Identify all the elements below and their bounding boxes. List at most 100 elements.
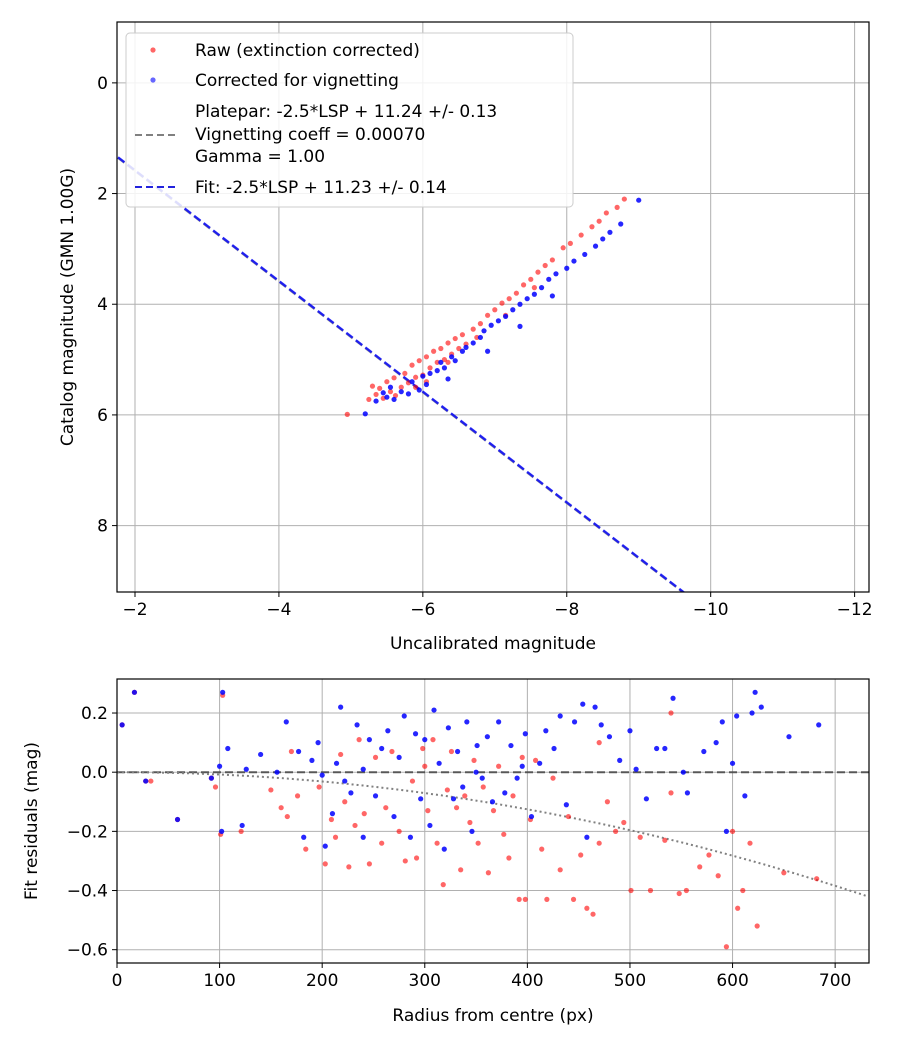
bottom-corrected-point xyxy=(219,828,225,834)
bottom-corrected-point xyxy=(519,763,525,769)
legend-corrected-marker xyxy=(150,77,156,83)
bottom-raw-point xyxy=(662,837,668,843)
top-corrected-point xyxy=(592,243,599,249)
bottom-raw-point xyxy=(590,911,596,917)
bottom-raw-point xyxy=(322,861,328,867)
bottom-raw-point xyxy=(715,873,721,879)
bottom-corrected-point xyxy=(786,734,792,740)
bottom-y-axis-label: Fit residuals (mag) xyxy=(22,742,42,900)
bottom-corrected-point xyxy=(713,740,719,746)
top-corrected-point xyxy=(488,322,494,328)
bottom-corrected-point xyxy=(119,722,125,728)
bottom-corrected-point xyxy=(445,725,451,731)
bottom-corrected-point xyxy=(662,745,668,752)
bottom-raw-point xyxy=(550,775,556,781)
legend-platepar-line3: Gamma = 1.00 xyxy=(195,147,325,167)
bottom-corrected-point xyxy=(563,802,569,808)
top-corrected-point xyxy=(398,389,404,395)
top-corrected-point xyxy=(481,328,487,334)
bottom-corrected-point xyxy=(391,813,397,820)
top-x-tick-label: −4 xyxy=(266,600,291,620)
bottom-corrected-point xyxy=(752,689,758,695)
bottom-corrected-point xyxy=(301,834,307,840)
top-raw-point xyxy=(398,384,404,390)
bottom-x-tick-label: 400 xyxy=(511,971,543,991)
bottom-corrected-point xyxy=(372,793,379,799)
bottom-raw-point xyxy=(522,896,528,902)
bottom-raw-point xyxy=(814,876,820,882)
top-corrected-point xyxy=(459,348,466,354)
bottom-raw-point xyxy=(480,784,486,790)
bottom-corrected-point xyxy=(455,748,461,755)
bottom-corrected-point xyxy=(338,704,344,710)
bottom-raw-point xyxy=(409,778,416,784)
bottom-y-tick-label: −0.2 xyxy=(67,822,108,842)
bottom-corrected-point xyxy=(734,713,740,719)
bottom-raw-point xyxy=(288,748,295,755)
bottom-raw-point xyxy=(668,790,674,796)
top-x-tick-label: −8 xyxy=(554,600,579,620)
top-y-tick-label: 2 xyxy=(97,185,108,205)
top-raw-point xyxy=(413,384,419,390)
bottom-corrected-point xyxy=(680,769,686,775)
bottom-corrected-point xyxy=(283,719,289,725)
bottom-raw-point xyxy=(372,754,379,760)
bottom-corrected-point xyxy=(522,731,528,737)
bottom-corrected-point xyxy=(508,742,514,749)
bottom-raw-point xyxy=(781,870,787,876)
top-corrected-point xyxy=(420,373,426,379)
top-raw-point xyxy=(506,296,512,302)
bottom-corrected-point xyxy=(225,745,231,752)
top-y-tick-label: 4 xyxy=(97,295,108,315)
bottom-raw-point xyxy=(430,737,436,743)
top-corrected-point xyxy=(553,271,559,277)
bottom-corrected-point xyxy=(469,828,475,834)
top-corrected-point xyxy=(495,318,501,324)
bottom-corrected-point xyxy=(322,843,328,849)
bottom-raw-point xyxy=(366,861,372,867)
bottom-raw-point xyxy=(328,816,335,823)
top-corrected-point xyxy=(373,398,379,404)
bottom-raw-point xyxy=(361,811,367,817)
bottom-axes-frame xyxy=(116,678,870,964)
top-raw-point xyxy=(603,210,609,216)
bottom-corrected-point xyxy=(557,713,563,719)
top-corrected-point xyxy=(384,394,390,400)
bottom-raw-point xyxy=(506,855,512,861)
bottom-raw-point xyxy=(647,887,654,894)
top-corrected-point xyxy=(470,340,476,346)
bottom-corrected-point xyxy=(360,766,366,772)
bottom-raw-point xyxy=(754,923,760,929)
bottom-raw-point xyxy=(697,864,703,870)
bottom-corrected-point xyxy=(537,760,543,766)
bottom-corrected-point xyxy=(496,719,502,725)
top-corrected-point xyxy=(618,221,624,227)
bottom-raw-point xyxy=(238,828,244,834)
bottom-raw-point xyxy=(485,870,491,876)
bottom-raw-point xyxy=(490,808,497,814)
bottom-raw-point xyxy=(356,737,362,743)
bottom-corrected-point xyxy=(460,784,466,790)
bottom-corrected-point xyxy=(309,757,315,763)
bottom-corrected-point xyxy=(401,713,407,719)
top-corrected-point xyxy=(636,197,642,203)
top-x-tick-label: −2 xyxy=(122,600,147,620)
top-corrected-point xyxy=(445,376,451,382)
bottom-x-tick-label: 0 xyxy=(112,971,123,991)
top-corrected-point xyxy=(463,344,469,350)
bottom-corrected-point xyxy=(354,722,360,728)
legend: Raw (extinction corrected) Corrected for… xyxy=(125,32,574,208)
bottom-raw-point xyxy=(628,887,634,894)
top-corrected-point xyxy=(485,348,491,354)
bottom-raw-point xyxy=(516,896,522,902)
top-corrected-point xyxy=(387,384,394,390)
top-raw-point xyxy=(402,370,408,377)
top-ticks: −2 −4 −6 −8 −10 −12 0 2 4 6 8 xyxy=(97,74,872,620)
bottom-raw-point xyxy=(532,757,539,763)
top-raw-point xyxy=(614,204,620,210)
bottom-raw-point xyxy=(539,846,545,852)
bottom-x-axis-label: Radius from centre (px) xyxy=(392,1006,593,1026)
bottom-corrected-point xyxy=(489,799,496,805)
top-raw-point xyxy=(344,411,350,417)
